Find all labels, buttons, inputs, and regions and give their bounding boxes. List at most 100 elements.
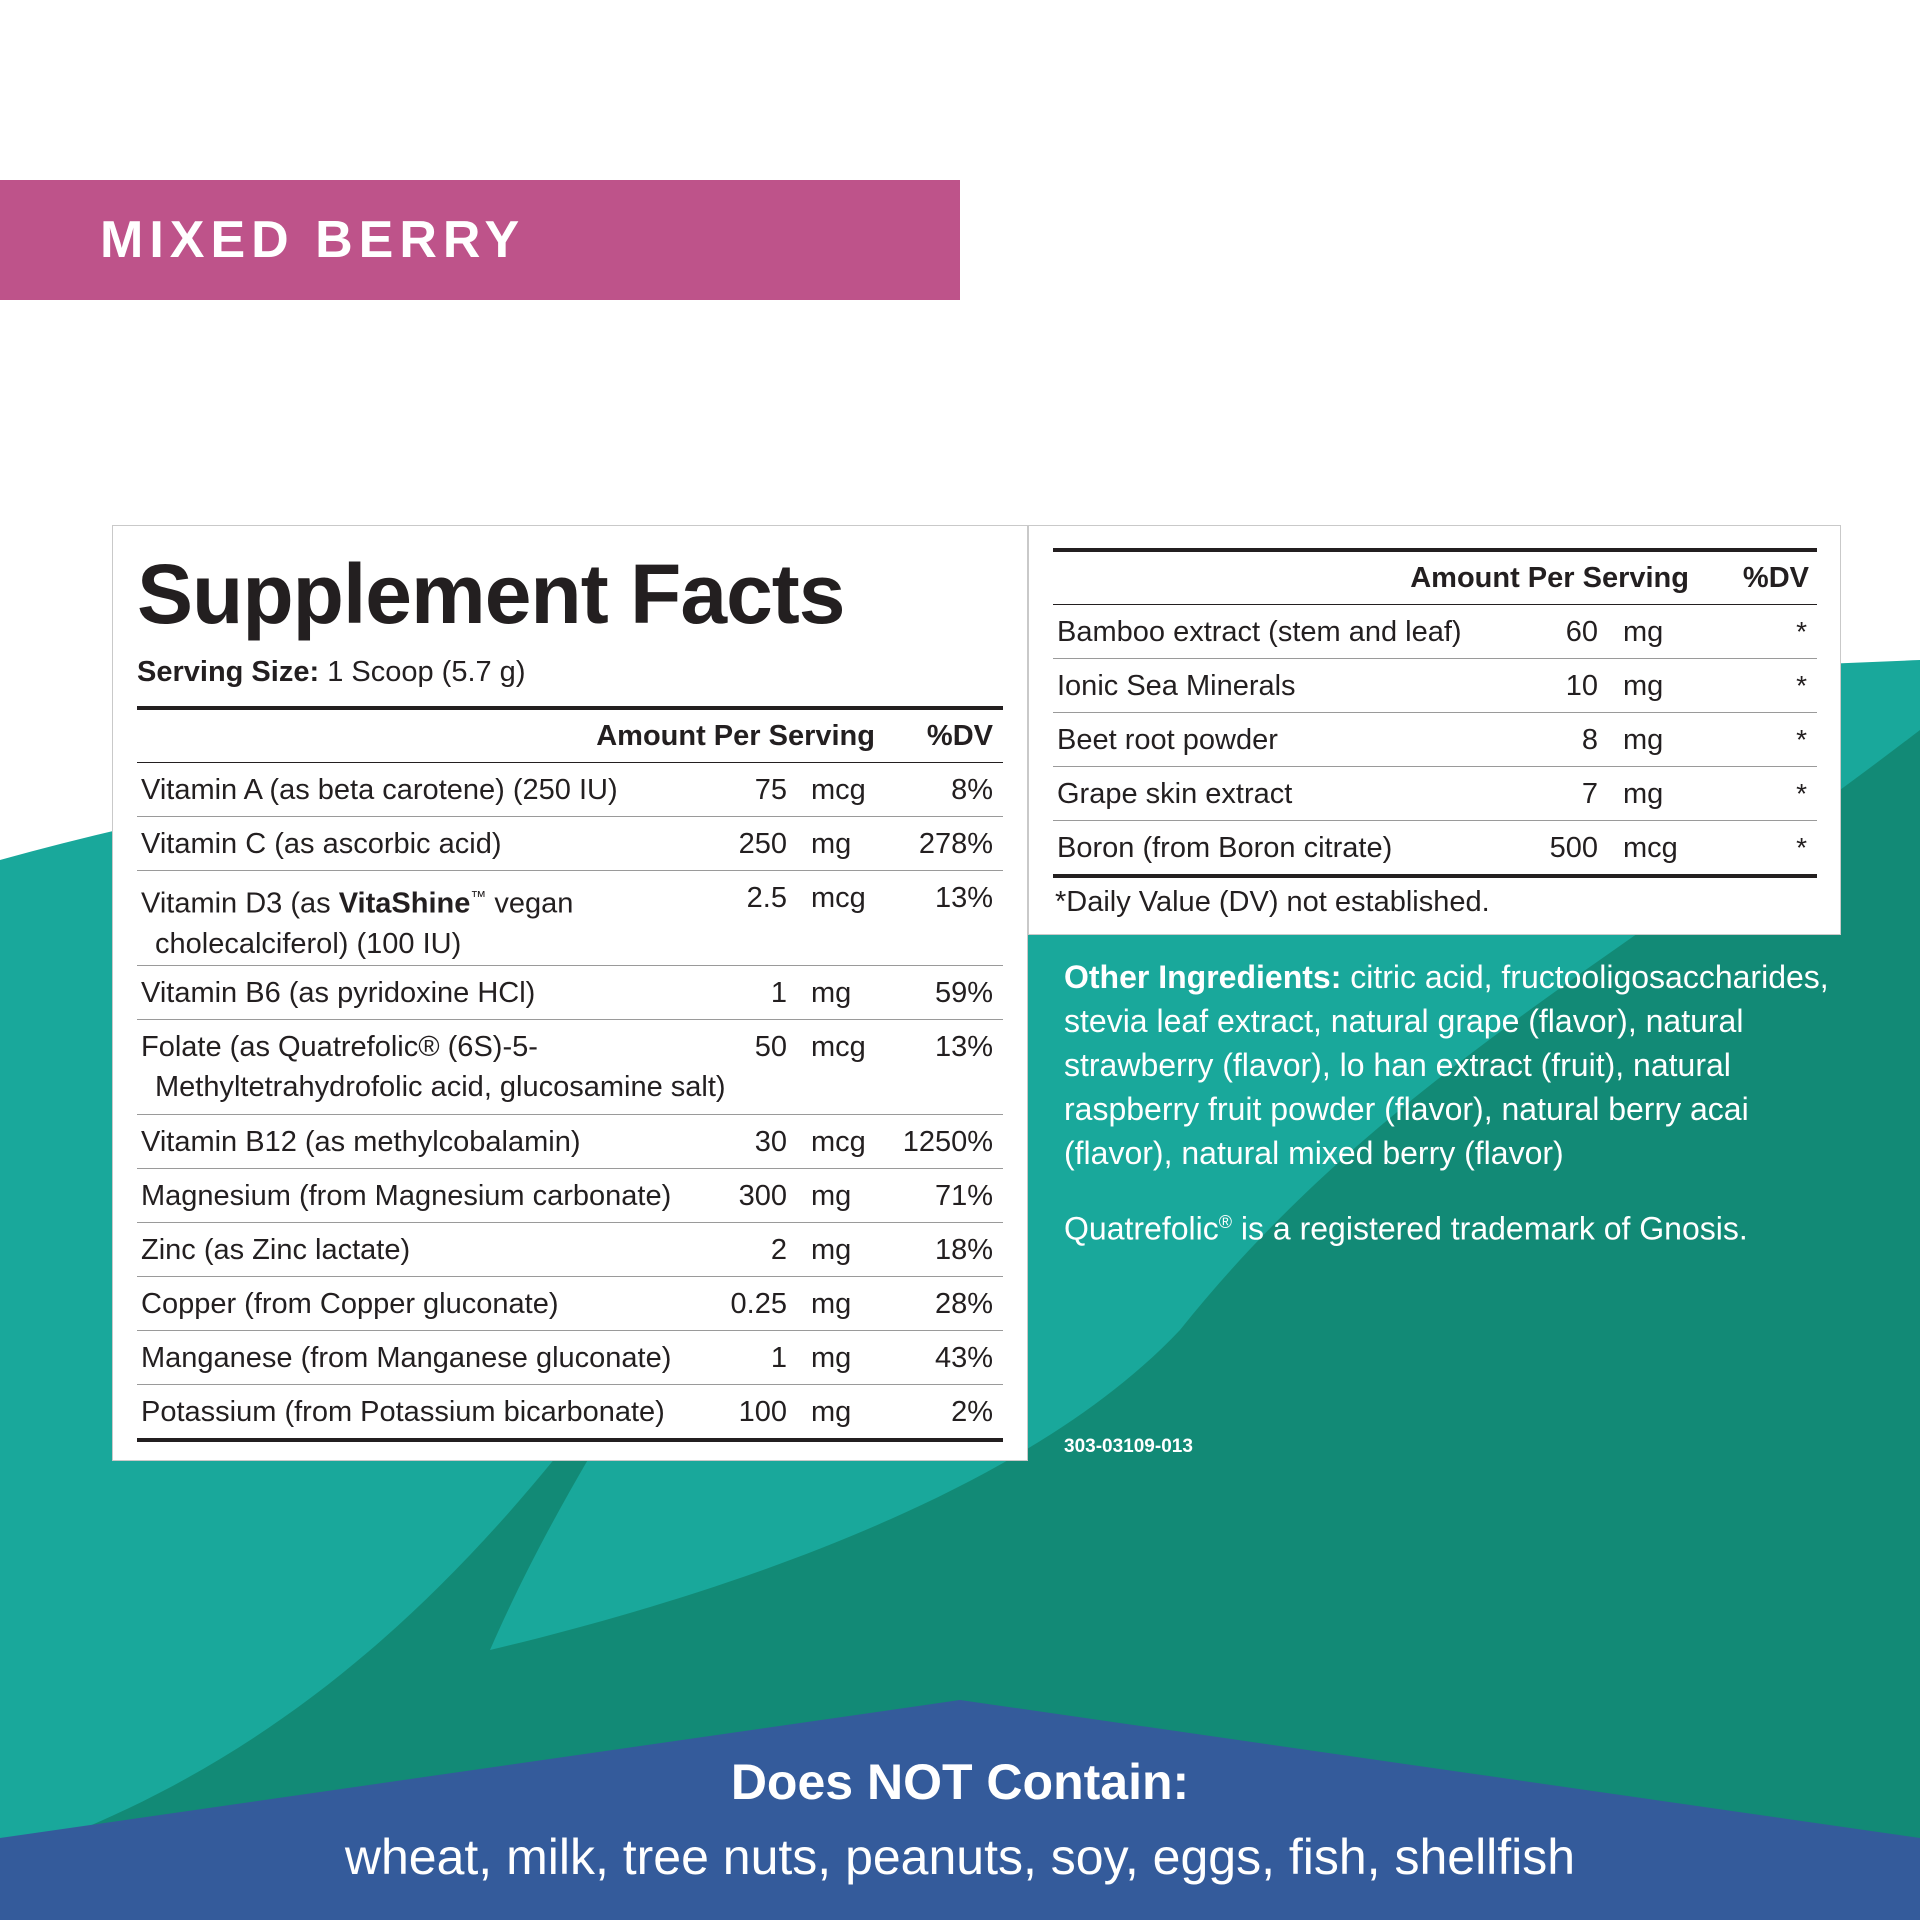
nutrient-dv: 71% xyxy=(934,1180,993,1212)
flavor-banner: MIXED BERRY xyxy=(0,180,960,300)
table-top-rule xyxy=(1053,548,1817,552)
nutrient-row: Vitamin C (as ascorbic acid) 250 mg 278% xyxy=(137,817,1003,871)
nutrient-amount: 75 xyxy=(754,774,787,806)
product-code: 303-03109-013 xyxy=(1064,1436,1193,1457)
flavor-name: MIXED BERRY xyxy=(100,211,526,269)
nutrient-row: Zinc (as Zinc lactate) 2 mg 18% xyxy=(137,1223,1003,1277)
nutrient-name: Magnesium (from Magnesium carbonate) xyxy=(141,1180,672,1212)
nutrient-name: Potassium (from Potassium bicarbonate) xyxy=(141,1396,665,1428)
dv-header: %DV xyxy=(926,720,993,752)
nutrient-unit: mg xyxy=(811,1288,852,1320)
nutrient-amount: 30 xyxy=(754,1126,787,1158)
nutrient-amount: 2.5 xyxy=(746,882,787,914)
trademark-symbol: ™ xyxy=(470,889,487,906)
serving-size-label: Serving Size: xyxy=(137,656,320,688)
does-not-contain-title: Does NOT Contain: xyxy=(730,1754,1190,1810)
nutrient-dv: 278% xyxy=(918,828,993,860)
ingredient-amount: 10 xyxy=(1565,670,1598,702)
nutrient-unit: mcg xyxy=(811,882,866,914)
ingredient-unit: mg xyxy=(1623,778,1664,810)
nutrient-row: Copper (from Copper gluconate) 0.25 mg 2… xyxy=(137,1277,1003,1331)
nutrient-unit: mcg xyxy=(811,1031,866,1063)
ingredient-amount: 8 xyxy=(1581,724,1598,756)
ingredient-name: Boron (from Boron citrate) xyxy=(1057,832,1393,864)
allergen-list: wheat, milk, tree nuts, peanuts, soy, eg… xyxy=(344,1829,1576,1885)
nutrient-row: Folate (as Quatrefolic® (6S)-5- Methyltet… xyxy=(137,1020,1003,1115)
trademark-notice: Quatrefolic® is a registered trademark o… xyxy=(1064,1200,1748,1251)
nutrient-name: Vitamin A (as beta carotene) (250 IU) xyxy=(141,774,618,806)
dv-header: %DV xyxy=(1742,562,1809,594)
nutrient-name: Vitamin C (as ascorbic acid) xyxy=(141,828,502,860)
ingredient-amount: 500 xyxy=(1549,832,1598,864)
nutrient-unit: mg xyxy=(811,828,852,860)
ingredient-name: Bamboo extract (stem and leaf) xyxy=(1057,616,1462,648)
nutrient-name: Zinc (as Zinc lactate) xyxy=(141,1234,411,1266)
nutrient-dv: 8% xyxy=(951,774,993,806)
ingredient-name: Ionic Sea Minerals xyxy=(1057,670,1296,702)
nutrient-name: Vitamin B12 (as methylcobalamin) xyxy=(141,1126,581,1158)
supplement-facts-title: Supplement Facts xyxy=(137,547,845,641)
nutrient-row: Vitamin B12 (as methylcobalamin) 30 mcg … xyxy=(137,1115,1003,1169)
ingredient-dv: * xyxy=(1796,724,1807,755)
nutrient-dv: 59% xyxy=(934,977,993,1009)
nutrient-dv: 43% xyxy=(934,1342,993,1374)
ingredient-row: Bamboo extract (stem and leaf) 60 mg * xyxy=(1053,605,1817,659)
nutrient-dv: 13% xyxy=(934,1031,993,1063)
serving-size-value: 1 Scoop (5.7 g) xyxy=(327,656,526,688)
nutrient-unit: mg xyxy=(811,1396,852,1428)
ingredient-dv: * xyxy=(1796,832,1807,863)
nutrient-name: Vitamin B6 (as pyridoxine HCl) xyxy=(141,977,536,1009)
registered-symbol: ® xyxy=(1218,1212,1232,1232)
nutrient-amount: 100 xyxy=(738,1396,787,1428)
serving-size: Serving Size: 1 Scoop (5.7 g) xyxy=(137,652,525,692)
nutrient-row: Vitamin D3 (as VitaShine™ vegan cholecalc… xyxy=(137,871,1003,966)
other-ingredients-label: Other Ingredients: xyxy=(1064,959,1342,995)
nutrient-name: Copper (from Copper gluconate) xyxy=(141,1288,559,1320)
ingredient-amount: 60 xyxy=(1565,616,1598,648)
navy-footer xyxy=(0,1700,1920,1920)
ingredient-name: Grape skin extract xyxy=(1057,778,1293,810)
ingredient-row: Grape skin extract 7 mg * xyxy=(1053,767,1817,821)
ingredient-row: Ionic Sea Minerals 10 mg * xyxy=(1053,659,1817,713)
nutrient-dv: 13% xyxy=(934,882,993,914)
vitashine-brand: VitaShine xyxy=(338,887,471,920)
nutrient-amount: 2 xyxy=(770,1234,787,1266)
header-rule xyxy=(1053,604,1817,605)
nutrient-dv: 1250% xyxy=(902,1126,993,1158)
nutrient-row: Vitamin A (as beta carotene) (250 IU) 75… xyxy=(137,763,1003,817)
ingredient-dv: * xyxy=(1796,670,1807,701)
nutrient-amount: 0.25 xyxy=(730,1288,787,1320)
nutrient-table: Amount Per Serving %DV Vitamin A (as bet… xyxy=(137,706,1003,1442)
nutrient-amount: 300 xyxy=(738,1180,787,1212)
table-bottom-rule xyxy=(1053,874,1817,878)
ingredient-unit: mg xyxy=(1623,670,1664,702)
ingredient-dv: * xyxy=(1796,778,1807,809)
nutrient-name-line2: Methyltetrahydrofolic acid, glucosamine … xyxy=(155,1071,726,1103)
nutrient-unit: mg xyxy=(811,1180,852,1212)
nutrient-row: Vitamin B6 (as pyridoxine HCl) 1 mg 59% xyxy=(137,966,1003,1020)
trademark-brand: Quatrefolic xyxy=(1064,1210,1219,1247)
amount-per-serving-header: Amount Per Serving xyxy=(1410,562,1689,594)
nutrient-dv: 18% xyxy=(934,1234,993,1266)
supplement-facts-continued-panel: Amount Per Serving %DV Bamboo extract (s… xyxy=(1028,525,1841,935)
ingredient-unit: mg xyxy=(1623,616,1664,648)
nutrient-unit: mg xyxy=(811,977,852,1009)
table-header: Amount Per Serving %DV xyxy=(1053,552,1817,604)
ingredient-dv: * xyxy=(1796,616,1807,647)
nutrient-name-line2: cholecalciferol) (100 IU) xyxy=(155,927,462,960)
ingredient-row: Beet root powder 8 mg * xyxy=(1053,713,1817,767)
other-ingredients-text: citric acid, fructooligosaccharides, ste… xyxy=(1064,959,1829,1171)
nutrient-unit: mcg xyxy=(811,774,866,806)
nutrient-dv: 2% xyxy=(951,1396,993,1428)
header-rule xyxy=(137,762,1003,763)
table-top-rule xyxy=(137,706,1003,710)
nutrient-unit: mg xyxy=(811,1342,852,1374)
nutrient-name: Vitamin D3 (as VitaShine™ vegan cholecalc… xyxy=(141,878,761,964)
table-header: Amount Per Serving %DV xyxy=(137,710,1003,762)
nutrient-dv: 28% xyxy=(934,1288,993,1320)
nutrient-row: Potassium (from Potassium bicarbonate) 1… xyxy=(137,1385,1003,1438)
ingredient-unit: mg xyxy=(1623,724,1664,756)
nutrient-amount: 250 xyxy=(738,828,787,860)
nutrient-name-prefix: Vitamin D3 (as xyxy=(141,887,339,920)
nutrient-name: Folate (as Quatrefolic® (6S)-5- Methyltet… xyxy=(141,1027,761,1107)
